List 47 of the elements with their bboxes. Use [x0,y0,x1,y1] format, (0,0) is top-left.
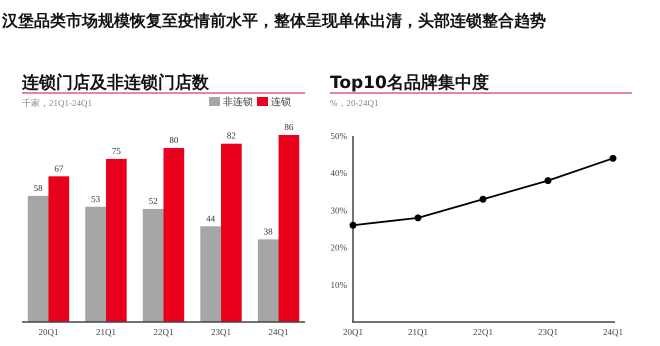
legend-label: 非连锁 [223,96,253,108]
data-label: 75 [112,146,122,156]
data-label: 67 [54,163,64,174]
x-tick-label: 24Q1 [268,327,289,337]
bar [221,144,242,322]
x-tick-label: 23Q1 [211,327,232,337]
point [610,154,616,162]
bar [85,206,106,322]
chart-title: Top10名品牌集中度 [330,73,489,93]
data-label: 53 [91,194,101,204]
bar [164,148,184,322]
bar [258,239,279,322]
data-label: 80 [169,135,179,146]
bar [28,196,48,322]
bar [106,158,127,322]
x-tick-label: 21Q1 [96,327,116,337]
chart-title: 连锁门店及非连锁门店数 [21,73,210,93]
data-label: 52 [148,196,158,206]
x-tick-label: 22Q1 [154,327,174,337]
bar [200,226,222,322]
y-tick-label: 20% [330,242,348,253]
data-label: 44 [206,213,216,224]
text: 汉堡品类市场规模恢复至疫情前水平，整体呈现单体出清，头部连锁整合趋势 [1,11,546,30]
y-tick-label: 40% [330,168,348,178]
x-tick-label: 20Q1 [343,327,363,337]
point [544,177,552,184]
bar [142,208,164,322]
x-tick-label: 22Q1 [473,327,493,337]
bar [48,176,70,322]
point [414,214,422,222]
point [480,196,486,203]
chart-subtitle: %，20-24Q1 [330,98,378,108]
data-label: 86 [284,122,294,132]
x-tick-label: 23Q1 [538,327,558,337]
x-tick-label: 21Q1 [408,327,428,337]
bar [278,135,300,322]
y-tick-label: 10% [330,280,348,290]
legend-label: 连锁 [271,96,291,108]
data-label: 58 [34,182,44,193]
x-tick-label: 24Q1 [603,327,623,337]
chart-subtitle: 千家，21Q1-24Q1 [22,98,92,108]
point [350,222,356,229]
data-label: 38 [264,226,274,236]
y-tick-label: 50% [330,131,348,141]
y-tick-label: 30% [330,205,348,216]
x-tick-label: 20Q1 [38,327,58,337]
data-label: 82 [226,130,236,141]
